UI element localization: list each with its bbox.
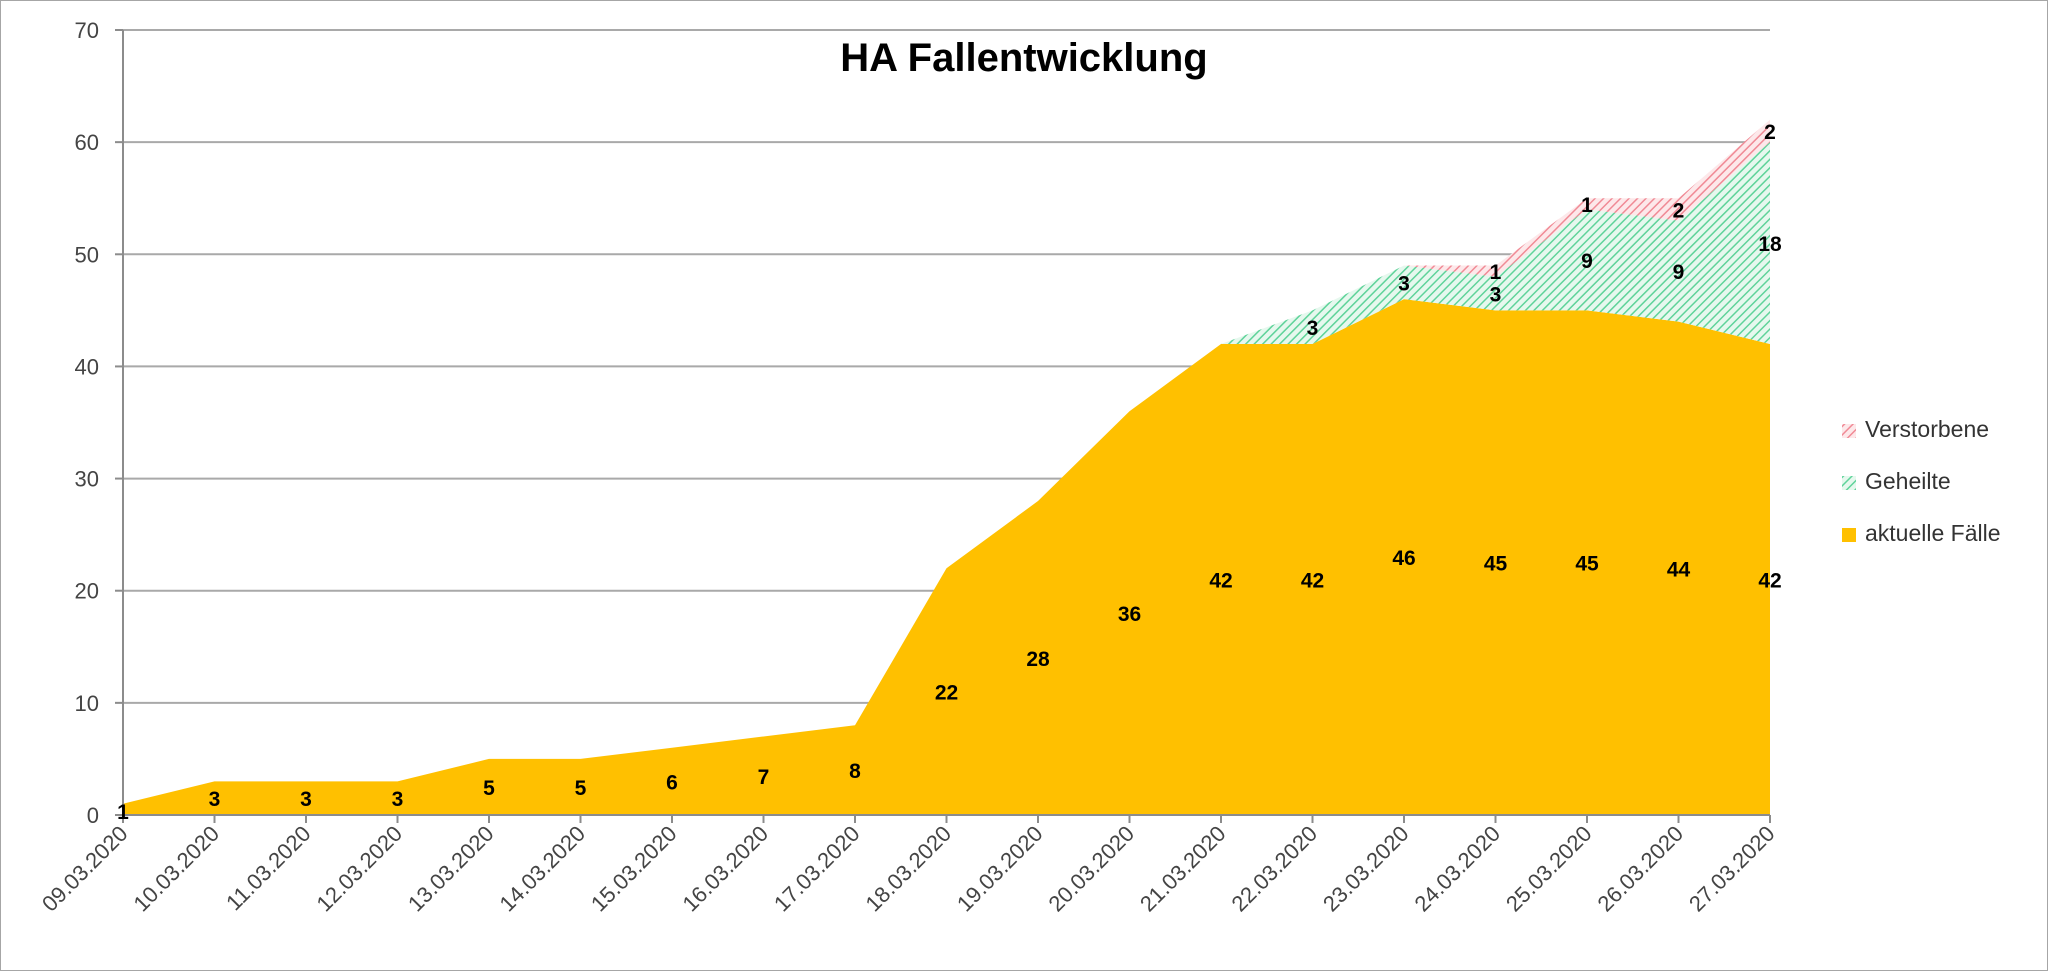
legend-swatch-aktuelle-faelle — [1842, 528, 1856, 542]
x-tick-label: 20.03.2020 — [1043, 821, 1139, 917]
data-label-aktuelle-faelle: 42 — [1209, 570, 1232, 593]
data-label-aktuelle-faelle: 42 — [1758, 570, 1781, 593]
data-label-aktuelle-faelle: 3 — [392, 788, 404, 811]
data-label-aktuelle-faelle: 28 — [1026, 648, 1050, 671]
data-label-aktuelle-faelle: 3 — [209, 788, 221, 811]
legend-label-geheilte: Geheilte — [1865, 468, 1951, 494]
legend: Verstorbene Geheilte aktuelle Fälle — [1842, 416, 2001, 546]
data-label-aktuelle-faelle: 42 — [1301, 570, 1324, 593]
y-tick-label-40: 40 — [75, 354, 99, 379]
area-series — [123, 119, 1770, 816]
data-label-geheilte: 3 — [1398, 272, 1410, 295]
data-label-aktuelle-faelle: 5 — [575, 777, 587, 800]
x-tick-label: 14.03.2020 — [494, 821, 590, 917]
data-label-aktuelle-faelle: 44 — [1667, 558, 1691, 581]
area-aktuelle-faelle — [123, 299, 1770, 816]
chart-title: HA Fallentwicklung — [840, 36, 1207, 80]
gridlines — [123, 29, 1770, 704]
data-label-geheilte: 3 — [1307, 317, 1319, 340]
x-tick-label: 25.03.2020 — [1501, 821, 1597, 917]
legend-swatch-geheilte — [1842, 476, 1856, 490]
legend-label-verstorbene: Verstorbene — [1865, 416, 1989, 442]
y-axis-ticks: 0 10 20 30 40 50 60 70 — [75, 18, 99, 828]
x-axis-ticks: 09.03.202010.03.202011.03.202012.03.2020… — [37, 821, 1780, 917]
data-label-aktuelle-faelle: 1 — [117, 801, 129, 824]
axes — [115, 29, 1771, 823]
data-label-aktuelle-faelle: 6 — [666, 771, 678, 794]
x-tick-label: 11.03.2020 — [221, 821, 315, 915]
x-tick-label: 13.03.2020 — [403, 821, 499, 917]
y-tick-label-30: 30 — [75, 467, 99, 492]
data-label-aktuelle-faelle: 36 — [1118, 603, 1141, 626]
area-geheilte — [123, 142, 1770, 804]
x-tick-label: 23.03.2020 — [1318, 821, 1414, 917]
data-label-verstorbene: 2 — [1673, 199, 1685, 222]
x-tick-label: 27.03.2020 — [1684, 821, 1780, 917]
data-label-geheilte: 3 — [1490, 284, 1502, 307]
data-label-geheilte: 18 — [1758, 233, 1782, 256]
data-label-aktuelle-faelle: 8 — [849, 760, 861, 783]
x-tick-label: 26.03.2020 — [1592, 821, 1688, 917]
y-tick-label-0: 0 — [87, 803, 99, 828]
legend-swatch-verstorbene — [1842, 424, 1856, 438]
x-tick-label: 24.03.2020 — [1409, 821, 1505, 917]
x-tick-label: 19.03.2020 — [952, 821, 1048, 917]
data-label-aktuelle-faelle: 22 — [935, 682, 958, 705]
data-label-aktuelle-faelle: 7 — [758, 766, 770, 789]
y-tick-label-10: 10 — [75, 691, 99, 716]
data-label-verstorbene: 2 — [1764, 121, 1776, 144]
x-tick-label: 15.03.2020 — [586, 821, 682, 917]
legend-label-aktuelle-faelle: aktuelle Fälle — [1865, 520, 2001, 546]
data-label-aktuelle-faelle: 45 — [1575, 553, 1599, 576]
x-tick-label: 18.03.2020 — [860, 821, 956, 917]
x-tick-label: 10.03.2020 — [128, 821, 224, 917]
y-tick-label-70: 70 — [75, 18, 99, 43]
x-tick-label: 22.03.2020 — [1226, 821, 1322, 917]
y-tick-label-20: 20 — [75, 579, 99, 604]
data-label-geheilte: 9 — [1673, 261, 1685, 284]
y-tick-label-60: 60 — [75, 130, 99, 155]
x-tick-label: 09.03.2020 — [37, 821, 133, 917]
y-tick-label-50: 50 — [75, 242, 99, 267]
data-label-aktuelle-faelle: 5 — [483, 777, 495, 800]
data-label-geheilte: 9 — [1581, 250, 1593, 273]
x-tick-label: 21.03.2020 — [1135, 821, 1231, 917]
data-label-verstorbene: 1 — [1490, 261, 1502, 284]
data-label-verstorbene: 1 — [1581, 194, 1593, 217]
x-tick-label: 17.03.2020 — [769, 821, 865, 917]
x-tick-label: 12.03.2020 — [311, 821, 407, 917]
data-label-aktuelle-faelle: 46 — [1392, 547, 1415, 570]
x-tick-label: 16.03.2020 — [677, 821, 773, 917]
data-label-aktuelle-faelle: 3 — [300, 788, 312, 811]
data-label-aktuelle-faelle: 45 — [1484, 553, 1508, 576]
